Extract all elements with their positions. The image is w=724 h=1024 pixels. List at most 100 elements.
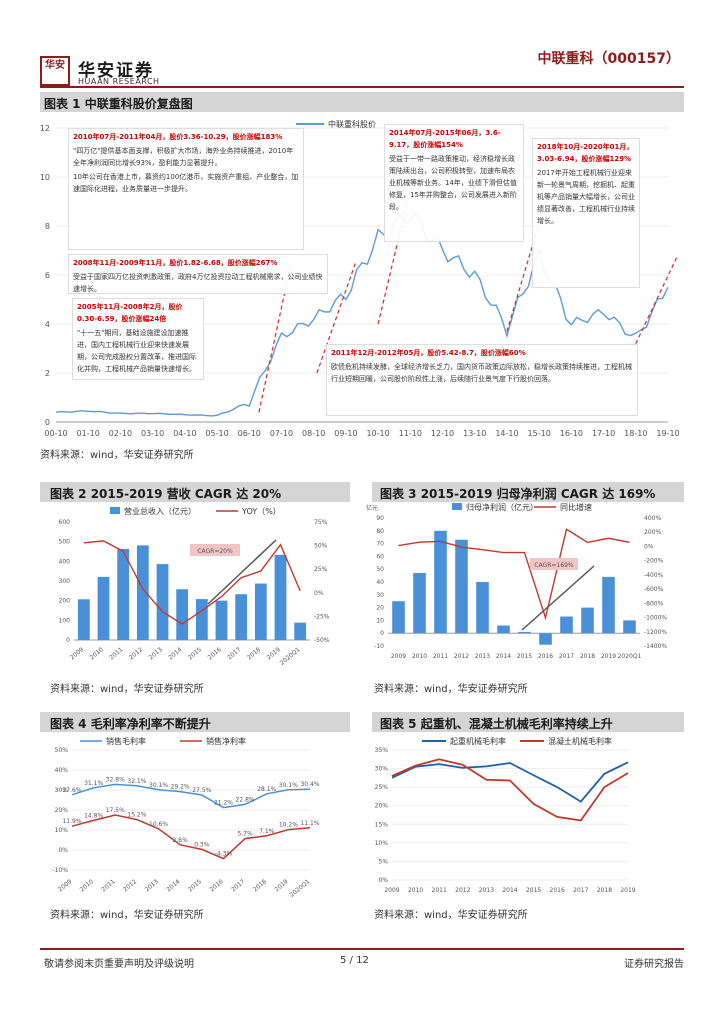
- x-tick-label: 2010: [408, 887, 423, 894]
- bar-net-profit: [455, 539, 468, 634]
- data-label: 30.4%: [300, 781, 319, 788]
- y2-tick-label: -200%: [644, 558, 664, 565]
- x-tick-label: 2011: [100, 878, 116, 893]
- bar-revenue: [215, 600, 228, 640]
- y-tick-label: 25%: [375, 784, 389, 791]
- y2-tick-label: 400%: [644, 515, 661, 522]
- annotation-2010-text2: 10年公司在香港上市，募资约100亿港币，实施资产重组、产业整合，加速国际化进程…: [73, 173, 299, 193]
- data-label: 5.7%: [237, 831, 253, 838]
- x-tick-label: 2020Q1: [289, 878, 312, 899]
- x-tick-label: 2019: [273, 878, 289, 893]
- x-tick-label: 14-10: [495, 429, 518, 438]
- figure2-source: 资料来源：wind，华安证券研究所: [50, 684, 204, 695]
- x-tick-label: 2017: [573, 887, 588, 894]
- figure3-title-bar: [372, 482, 684, 502]
- annotation-2018-head: 2018年10月-2020年01月，3.03-6.94，股价涨幅129%: [537, 143, 634, 163]
- figure4-title-bar: [40, 712, 350, 732]
- y-tick-label: 40%: [55, 767, 69, 774]
- x-tick-label: 12-10: [431, 429, 454, 438]
- cagr-badge: [530, 558, 578, 570]
- data-label: 27.6%: [62, 787, 81, 794]
- x-tick-label: 2018: [246, 646, 262, 661]
- x-tick-label: 2013: [475, 653, 490, 660]
- y-axis-unit: 亿元: [366, 504, 378, 512]
- logo-mark: 华安: [40, 56, 70, 86]
- annotation-2010-text1: "四万亿"提供基本面支撑，积极扩大市场，海外业务持续推进，2010年全年净利润同…: [73, 147, 294, 167]
- trend-arrow: [316, 262, 357, 374]
- bar-revenue: [77, 599, 90, 640]
- figure4-chart-wrap: -10% 0% 10% 20% 30% 40% 50% 2009 2010 2011 2012 201…: [40, 734, 350, 900]
- y2-tick-label: -1400%: [644, 643, 667, 650]
- x-tick-label: 13-10: [463, 429, 486, 438]
- y2-tick-label: 75%: [314, 519, 328, 526]
- x-tick-label: 2014: [167, 646, 183, 661]
- data-label: 21.2%: [214, 800, 233, 807]
- y-tick-label: -10%: [52, 867, 68, 874]
- bar-net-profit: [413, 573, 426, 634]
- data-label: 10.2%: [279, 822, 298, 829]
- y-tick-label: 400: [59, 558, 71, 565]
- figure1-title: 图表 1 中联重科股价复盘图: [44, 97, 193, 111]
- bar-net-profit: [518, 631, 531, 634]
- cagr-label: CAGR=169%: [534, 562, 573, 569]
- data-label: 14.8%: [84, 812, 103, 819]
- legend-label-concrete: 混凝土机械毛利率: [548, 736, 612, 746]
- y2-tick-label: -600%: [644, 586, 664, 593]
- x-tick-label: 04-10: [173, 429, 196, 438]
- annotation-2010: 2010年07月-2011年04月，股价3.36-10.29，股价涨幅183% …: [68, 128, 304, 250]
- y-tick-label: 30%: [375, 766, 389, 773]
- figure4-source: 资料来源：wind，华安证券研究所: [50, 910, 204, 921]
- y2-tick-label: 25%: [314, 566, 328, 573]
- y-tick-label: 35%: [375, 747, 389, 754]
- figure3-chart: -10 0 10 20 30 40 50 60 70 80 90 -1400% -1200% -1000%…: [366, 502, 667, 660]
- x-tick-label: 2010: [79, 878, 95, 893]
- y2-tick-label: 200%: [644, 529, 661, 536]
- figure2-chart: 0 100 200 300 400 500 600 -50% -25% 0% 25% 50% 75% 20…: [59, 506, 330, 667]
- figure5-chart: 0% 5% 10% 15% 20% 25% 30% 35% 2009 2010 2011 2012 20…: [375, 736, 636, 894]
- y-tick-label: 50%: [55, 747, 69, 754]
- x-tick-label: 2012: [122, 878, 138, 893]
- x-tick-label: 05-10: [205, 429, 228, 438]
- footer-report-type: 证券研究报告: [624, 959, 684, 970]
- x-tick-label: 2019: [620, 887, 635, 894]
- figure5-chart-wrap: 0% 5% 10% 15% 20% 25% 30% 35% 2009 2010 2011 2012 20…: [362, 734, 684, 900]
- figure2-title: 图表 2 2015-2019 营收 CAGR 达 20%: [50, 487, 282, 501]
- x-tick-label: 2012: [128, 646, 144, 661]
- x-tick-label: 2012: [455, 887, 470, 894]
- annotation-2011-text: 欧债危机持续发酵，全球经济增长乏力，国内货币政策边际放松，稳增长政策持续推进，工…: [331, 363, 632, 383]
- x-tick-label: 2016: [538, 653, 553, 660]
- data-label: 30.1%: [149, 782, 168, 789]
- legend-label: 中联重科股价: [328, 119, 376, 129]
- y-tick-label: 50: [376, 566, 384, 573]
- data-label: 32.8%: [106, 776, 125, 783]
- y-tick-label: 0%: [58, 847, 68, 854]
- series-line-net-margin: [71, 814, 311, 860]
- legend-label-yoy: YOY（%）: [241, 507, 281, 516]
- y-tick-label: 6: [45, 271, 50, 280]
- x-tick-label: 2015: [187, 878, 203, 893]
- data-label: 17.5%: [106, 807, 125, 814]
- annotation-2008-head: 2008年11月-2009年11月，股价1.82-6.68，股价涨幅267%: [73, 259, 278, 267]
- cagr-label: CAGR=20%: [197, 548, 233, 555]
- data-label: 27.5%: [192, 787, 211, 794]
- y-tick-label: 80: [376, 528, 384, 535]
- y-tick-label: 8: [45, 222, 50, 231]
- x-tick-label: 11-10: [399, 429, 422, 438]
- y-tick-label: 0%: [378, 877, 388, 884]
- y2-tick-label: 50%: [314, 543, 328, 550]
- x-tick-label: 2009: [69, 646, 85, 661]
- x-tick-label: 2009: [391, 653, 406, 660]
- annotation-2008-text: 受益于国家四万亿投资刺激政策，政府4万亿投资拉动工程机械需求，公司业绩快速增长。: [73, 273, 323, 293]
- data-label: 0.3%: [194, 841, 210, 848]
- bar-net-profit: [476, 582, 489, 634]
- legend-label-profit: 归母净利润（亿元）: [466, 502, 538, 512]
- figure3-title: 图表 3 2015-2019 归母净利润 CAGR 达 169%: [380, 487, 656, 501]
- x-tick-label: 2020Q1: [279, 646, 302, 667]
- x-tick-label: 2017: [230, 878, 246, 893]
- bar-revenue: [136, 545, 149, 640]
- cagr-badge: [190, 544, 240, 556]
- bar-revenue: [274, 554, 287, 640]
- y-tick-label: 200: [59, 598, 71, 605]
- data-label: -4.3%: [215, 851, 233, 858]
- x-tick-label: 2020Q1: [618, 653, 642, 660]
